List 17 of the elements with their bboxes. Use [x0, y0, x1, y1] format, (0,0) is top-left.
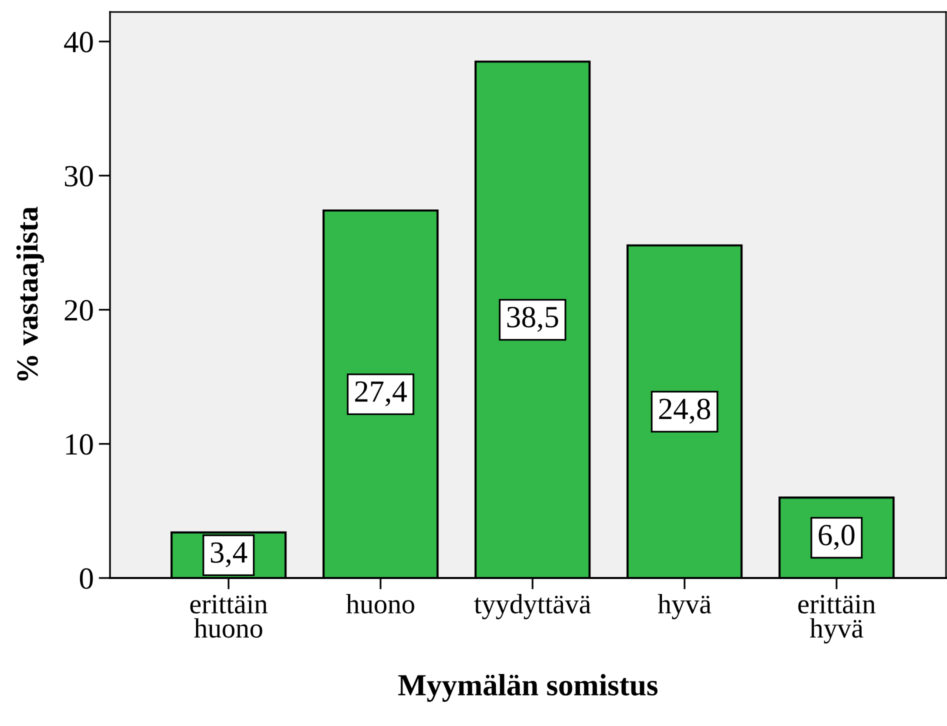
x-tick-label: hyvä — [658, 594, 712, 620]
data-label: 24,8 — [659, 398, 710, 424]
y-tick-label: 40 — [64, 32, 93, 52]
x-axis-title: Myymälän somistus — [398, 674, 658, 702]
data-label: 38,5 — [507, 306, 558, 332]
data-label: 6,0 — [818, 524, 854, 550]
y-axis-title: % vastaajista — [16, 206, 44, 381]
x-tick-label: tyydyttävä — [474, 594, 591, 620]
y-tick-label: 20 — [64, 300, 93, 321]
x-tick-label: erittäin hyvä — [798, 594, 876, 644]
x-tick-label: erittäin huono — [190, 594, 268, 638]
data-label: 3,4 — [210, 542, 248, 568]
y-tick-label: 30 — [64, 166, 93, 187]
y-tick-label: 0 — [80, 568, 93, 589]
data-label: 27,4 — [355, 381, 407, 406]
x-tick-label: huono — [346, 594, 414, 614]
y-tick-label: 10 — [66, 434, 93, 455]
